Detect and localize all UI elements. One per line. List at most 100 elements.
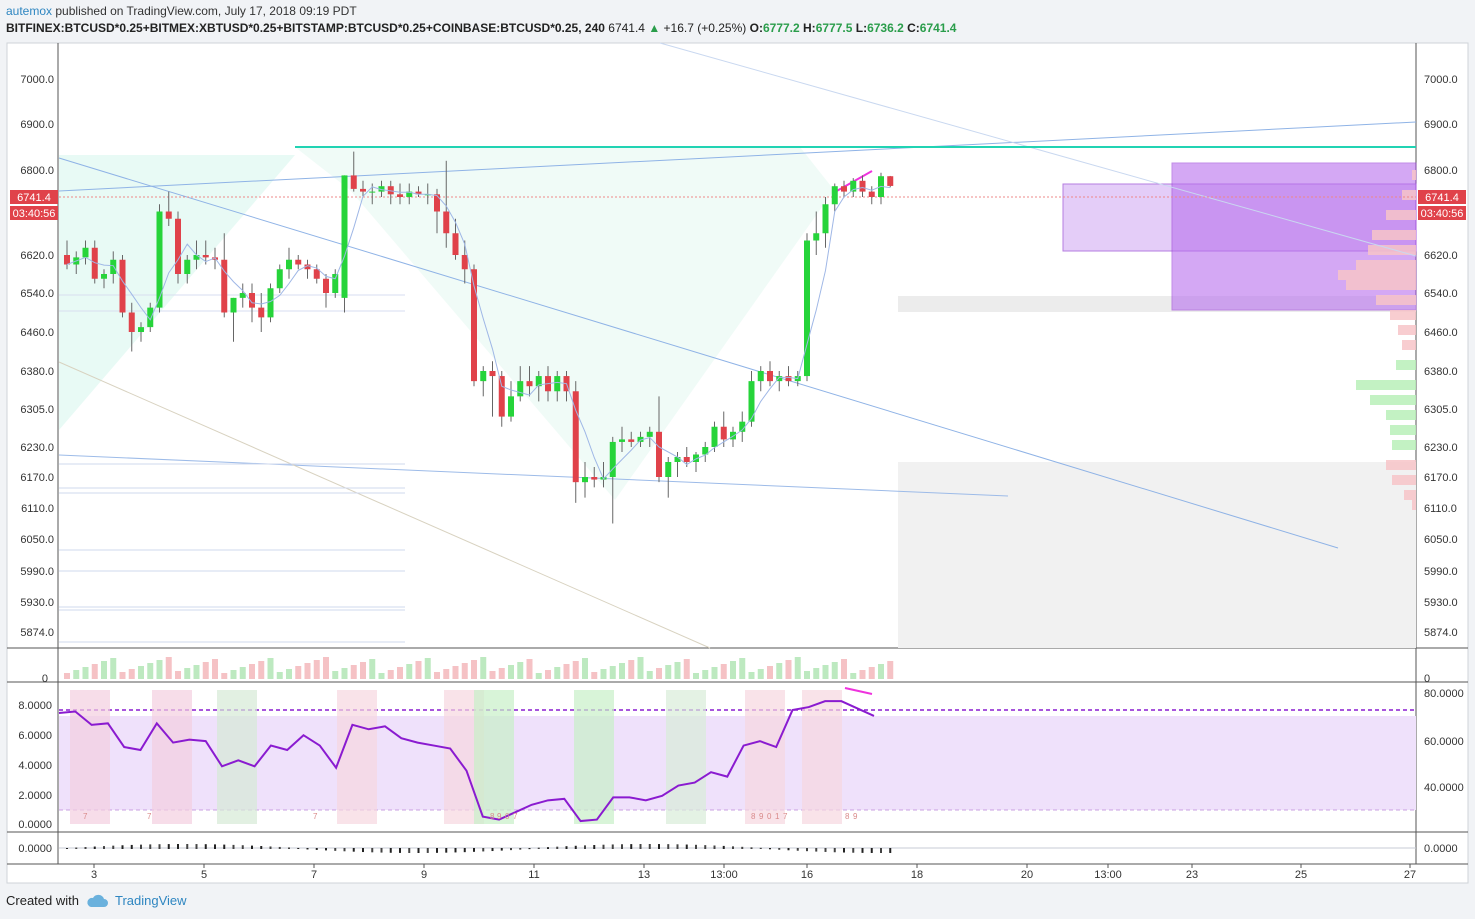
- volume-profile-bar: [1402, 190, 1416, 200]
- volume-bar: [850, 673, 857, 679]
- candle-body: [101, 274, 107, 279]
- volume-bar: [193, 665, 200, 679]
- volume-axis-right: 0: [1424, 673, 1430, 685]
- volume-bar: [73, 670, 80, 679]
- candle-body: [591, 477, 598, 480]
- countdown-tag-right-text: 03:40:56: [1421, 208, 1464, 220]
- volume-bar: [517, 662, 524, 679]
- macd-histogram-bar: [380, 848, 383, 853]
- macd-histogram-bar: [796, 848, 799, 851]
- price-tick-right: 6230.0: [1424, 442, 1458, 454]
- zone-purple: [1171, 162, 1417, 311]
- macd-histogram-bar: [732, 846, 734, 849]
- candle-body: [554, 376, 561, 392]
- volume-bar: [887, 661, 894, 679]
- author-link[interactable]: autemox: [6, 4, 53, 18]
- candle-body: [64, 255, 70, 265]
- volume-bar: [656, 668, 662, 679]
- candle-body: [535, 376, 542, 387]
- price-tick-left: 6700.0: [20, 192, 54, 204]
- candle-body: [711, 426, 718, 447]
- time-tick-label: 18: [911, 869, 923, 881]
- symbol-name[interactable]: BITFINEX:BTCUSD*0.25+BITMEX:XBTUSD*0.25+…: [6, 21, 605, 35]
- candle-body: [757, 371, 764, 382]
- macd-histogram-bar: [84, 847, 87, 849]
- volume-bar: [406, 664, 413, 679]
- macd-histogram-bar: [778, 848, 781, 850]
- volume-bar: [332, 671, 339, 679]
- candle-body: [341, 175, 348, 298]
- volume-bar: [868, 667, 875, 679]
- macd-histogram-bar: [861, 848, 864, 853]
- candle-body: [628, 439, 635, 442]
- volume-bar: [720, 664, 727, 679]
- candle-body: [878, 176, 884, 197]
- osc-band: [59, 716, 1416, 810]
- time-tick-label: 11: [528, 869, 539, 881]
- macd-histogram-bar: [232, 844, 235, 849]
- candle-body: [683, 457, 690, 462]
- osc-count-label: 7: [83, 812, 88, 821]
- candle-body: [452, 233, 459, 255]
- volume-bar: [387, 670, 394, 679]
- tradingview-link[interactable]: TradingView: [114, 893, 187, 908]
- axes-layer: 7000.0 7000.0 6900.0 6900.0 6800.0 6800.0 6700…: [10, 74, 1466, 881]
- osc-count-label: 9: [759, 812, 764, 821]
- candle-body: [443, 211, 450, 234]
- macd-histogram-bar: [491, 848, 494, 852]
- price-tick-right: 6800.0: [1424, 165, 1458, 177]
- candle-body: [221, 259, 228, 313]
- candle-body: [498, 376, 505, 417]
- macd-histogram-bar: [417, 848, 420, 853]
- candle-body: [665, 462, 672, 477]
- macd-histogram-bar: [408, 848, 411, 853]
- candle-body: [656, 431, 662, 477]
- candle-body: [249, 293, 255, 308]
- volume-bar: [674, 662, 681, 679]
- volume-bar: [822, 665, 829, 679]
- volume-bar: [739, 658, 746, 679]
- macd-histogram-bar: [186, 844, 189, 849]
- candle-body: [332, 274, 339, 293]
- time-tick-label: 13:00: [710, 869, 738, 881]
- price-tick-left: 5874.0: [20, 627, 54, 639]
- candle-body: [212, 257, 218, 260]
- macd-histogram-bar: [630, 844, 633, 849]
- candle-body: [600, 477, 607, 480]
- volume-bar: [415, 661, 422, 679]
- volume-bar: [276, 672, 283, 679]
- volume-bar: [313, 660, 320, 679]
- volume-bar: [498, 668, 505, 679]
- volume-bar: [785, 660, 792, 679]
- volume-bar: [480, 657, 487, 679]
- candle-body: [831, 186, 838, 205]
- candle-body: [637, 436, 644, 442]
- volume-profile-bar: [1356, 380, 1416, 390]
- price-tick-left: 7000.0: [20, 74, 54, 86]
- volume-bar: [619, 663, 625, 679]
- macd-histogram-bar: [787, 848, 790, 851]
- macd-histogram-bar: [93, 846, 96, 849]
- candle-body: [184, 259, 191, 274]
- osc-histogram-bar: [70, 690, 110, 824]
- volume-profile-bar: [1370, 395, 1416, 405]
- last-price-tag-right-text: 6741.4: [1425, 192, 1459, 204]
- volume-profile-bar: [1402, 340, 1416, 350]
- macd-histogram-bar: [214, 844, 216, 849]
- price-tick-left: 5930.0: [20, 597, 54, 609]
- osc-count-label: 8: [490, 812, 495, 821]
- price-tick-right: 6380.0: [1424, 366, 1458, 378]
- candle-body: [461, 255, 468, 270]
- volume-bar: [369, 659, 376, 679]
- macd-histogram-bar: [528, 848, 531, 850]
- divergence-line-osc: [844, 687, 873, 695]
- volume-bar: [591, 672, 598, 679]
- candle-body: [434, 194, 440, 212]
- volume-bar: [554, 667, 561, 679]
- candle-body: [804, 240, 810, 377]
- price-tick-right: 7000.0: [1424, 74, 1458, 86]
- divergence-line-price: [834, 170, 873, 193]
- macd-histogram-bar: [658, 844, 660, 849]
- candle-body: [156, 211, 163, 308]
